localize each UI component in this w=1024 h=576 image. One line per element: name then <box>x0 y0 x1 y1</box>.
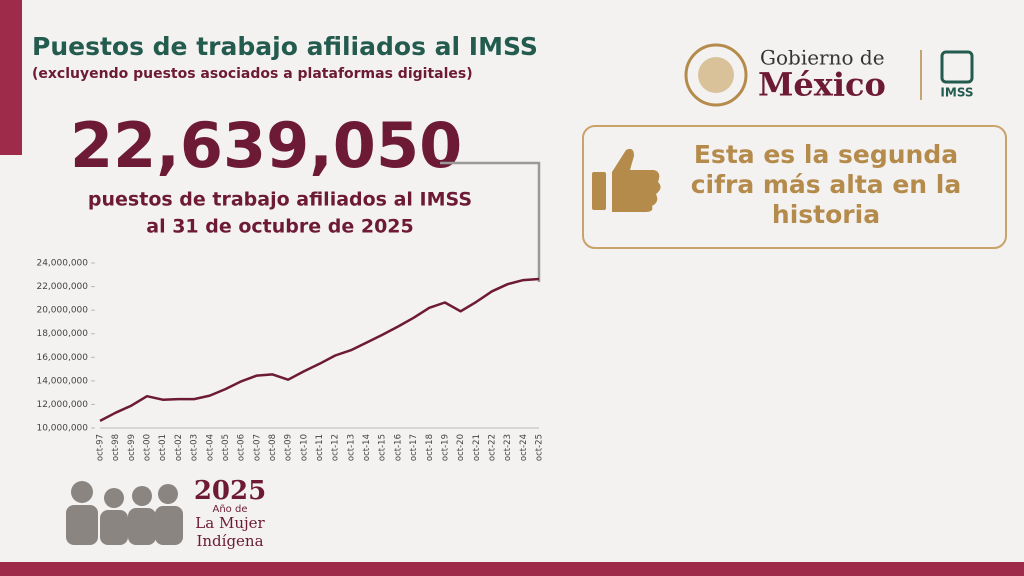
y-tick-label: 18,000,000 <box>36 329 88 339</box>
x-tick-label: oct-19 <box>440 434 450 461</box>
title: Puestos de trabajo afiliados al IMSS <box>32 32 538 61</box>
x-tick-label: oct-20 <box>456 434 466 461</box>
callout-line: cifra más alta en la <box>691 170 962 199</box>
big-number: 22,639,050 <box>70 109 462 182</box>
x-tick-label: oct-21 <box>472 434 482 461</box>
x-tick-label: oct-24 <box>519 434 529 461</box>
callout-line: Esta es la segunda <box>694 140 958 169</box>
y-tick-label: 10,000,000 <box>36 424 88 434</box>
x-tick-label: oct-18 <box>425 434 435 461</box>
x-tick-label: oct-11 <box>315 434 325 461</box>
x-tick-label: oct-23 <box>503 434 513 461</box>
x-tick-label: oct-04 <box>205 434 215 461</box>
x-tick-label: oct-97 <box>96 434 106 461</box>
x-tick-label: oct-12 <box>331 434 341 461</box>
x-tick-label: oct-03 <box>190 434 200 461</box>
subtitle: (excluyendo puestos asociados a platafor… <box>32 66 473 82</box>
number-date: al 31 de octubre de 2025 <box>146 216 413 238</box>
coat-of-arms-center <box>698 57 734 93</box>
connector <box>440 161 541 282</box>
banner-text: Indígena <box>196 532 263 550</box>
gobierno-text: Gobierno de <box>760 46 885 70</box>
side-band <box>0 0 22 155</box>
x-tick-label: oct-01 <box>158 434 168 461</box>
x-tick-label: oct-09 <box>284 434 294 461</box>
x-tick-label: oct-16 <box>393 434 403 461</box>
x-tick-label: oct-22 <box>487 434 497 461</box>
x-tick-label: oct-10 <box>299 434 309 461</box>
x-tick-label: oct-02 <box>174 434 184 461</box>
x-tick-label: oct-07 <box>252 434 262 461</box>
imss-emblem <box>940 50 974 84</box>
women-illustration <box>66 481 183 545</box>
x-tick-label: oct-05 <box>221 434 231 461</box>
banner-text: Año de <box>213 504 248 515</box>
y-tick-label: 20,000,000 <box>36 306 88 316</box>
y-tick-label: 14,000,000 <box>36 376 88 386</box>
x-tick-label: oct-08 <box>268 434 278 461</box>
thumbs-up-icon <box>592 148 661 212</box>
y-tick-label: 16,000,000 <box>36 353 88 363</box>
x-tick-label: oct-13 <box>346 434 356 461</box>
line-series <box>99 277 540 423</box>
callout-line: historia <box>772 200 880 229</box>
y-tick-label: 12,000,000 <box>36 400 88 410</box>
x-tick-label: oct-17 <box>409 434 419 461</box>
mexico-text: México <box>758 66 886 104</box>
x-tick-label: oct-06 <box>237 434 247 461</box>
number-caption: puestos de trabajo afiliados al IMSS <box>88 189 472 211</box>
banner-text: La Mujer <box>195 514 265 532</box>
x-tick-label: oct-98 <box>111 434 121 461</box>
coat-of-arms <box>684 43 748 107</box>
x-tick-label: oct-00 <box>143 434 153 461</box>
imss-text: IMSS <box>940 86 973 100</box>
y-tick-label: 24,000,000 <box>36 259 88 269</box>
x-tick-label: oct-25 <box>535 434 545 461</box>
x-tick-label: oct-14 <box>362 434 372 461</box>
y-tick-label: 22,000,000 <box>36 282 88 292</box>
callout-box <box>582 125 1007 249</box>
x-tick-label: oct-99 <box>127 434 137 461</box>
bottom-band <box>0 562 1024 576</box>
banner-year: 2025 <box>194 476 266 506</box>
x-tick-label: oct-15 <box>378 434 388 461</box>
